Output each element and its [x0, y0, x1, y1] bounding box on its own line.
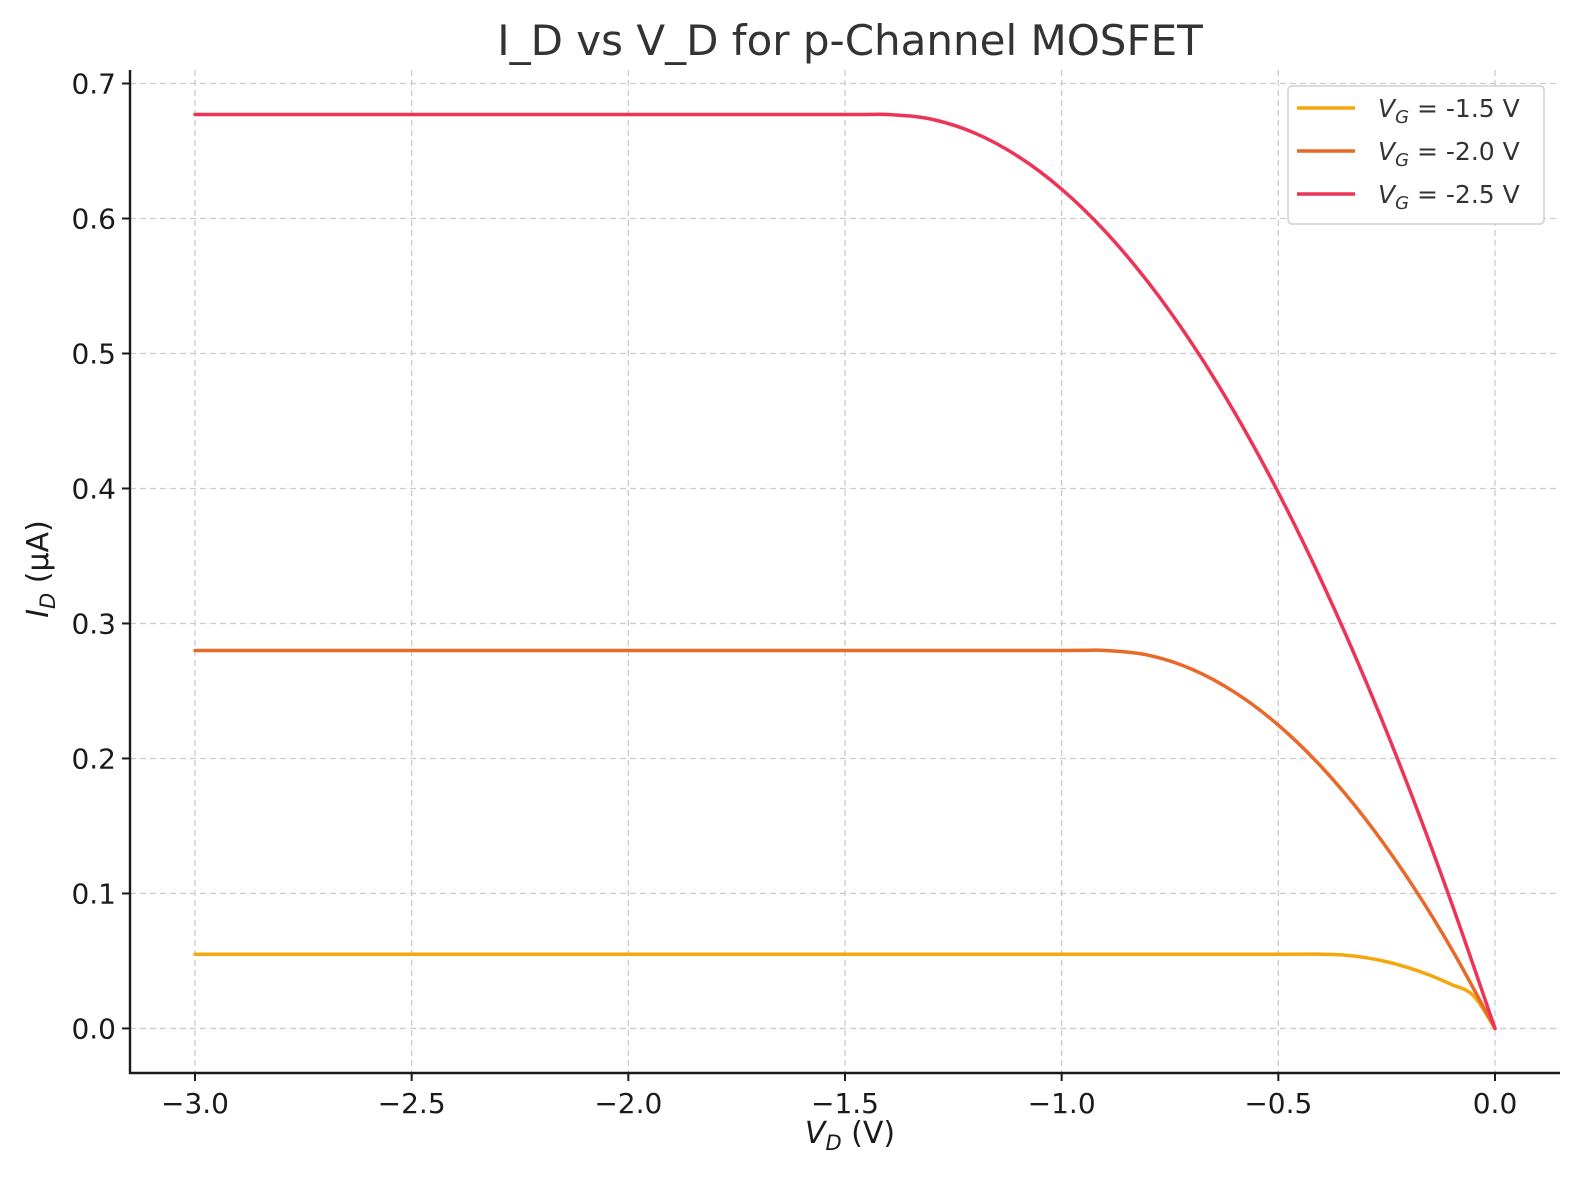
y-tick-label: 0.0: [71, 1012, 116, 1045]
axis-spines: [128, 70, 1560, 1075]
x-tick-label: −1.0: [1028, 1087, 1096, 1120]
x-axis-label-rest: (V): [842, 1116, 895, 1151]
y-tick-label: 0.7: [71, 67, 116, 100]
tick-labels: −3.0 −2.5 −2.0 −1.5 −1.0 −0.5 0.0 0.0 0.1 0.2 0.3 0…: [71, 67, 1517, 1120]
series-line-1: [193, 952, 1497, 1031]
x-axis-label: VD (V): [805, 1116, 895, 1155]
y-tick-label: 0.4: [71, 472, 116, 505]
y-axis-label: ID (μA): [21, 520, 60, 618]
series-line-3: [193, 112, 1497, 1031]
y-tick-label: 0.3: [71, 607, 116, 640]
x-tick-label: −2.0: [594, 1087, 662, 1120]
grid: [130, 70, 1560, 1073]
chart-title: I_D vs V_D for p-Channel MOSFET: [497, 16, 1203, 65]
y-axis-label-main: I: [21, 609, 56, 618]
x-tick-label: −0.5: [1244, 1087, 1312, 1120]
x-tick-label: −2.5: [378, 1087, 446, 1120]
legend-frame: [1287, 85, 1545, 225]
legend-label-2: VG = -2.0 V: [1378, 137, 1520, 171]
axes: [122, 70, 1560, 1081]
y-tick-label: 0.2: [71, 742, 116, 775]
y-axis-label-rest: (μA): [21, 520, 56, 593]
y-tick-label: 0.5: [71, 337, 116, 370]
y-axis-label-sub: D: [36, 593, 60, 609]
legend-label-3: VG = -2.5 V: [1378, 180, 1520, 214]
legend-label-1: VG = -1.5 V: [1378, 94, 1520, 128]
y-tick-label: 0.6: [71, 202, 116, 235]
x-tick-label: −3.0: [161, 1087, 229, 1120]
y-tick-label: 0.1: [71, 877, 116, 910]
x-tick-label: 0.0: [1473, 1087, 1518, 1120]
x-axis-label-sub: D: [825, 1131, 841, 1155]
series-line-2: [193, 648, 1497, 1031]
x-tick-label: −1.5: [811, 1087, 879, 1120]
x-axis-label-main: V: [805, 1116, 828, 1151]
series-layer: [193, 112, 1497, 1031]
legend: VG = -1.5 V VG = -2.0 V VG = -2.5 V: [1287, 85, 1545, 225]
